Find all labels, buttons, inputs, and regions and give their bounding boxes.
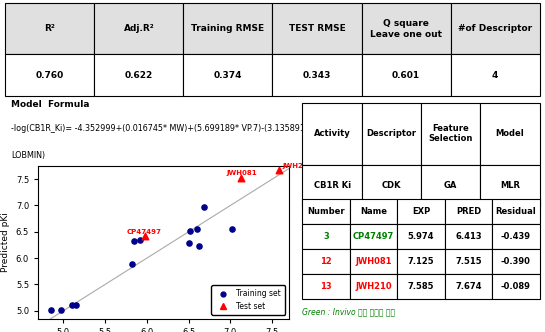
Training set — [130, 239, 138, 244]
Training set — [199, 204, 208, 209]
Training set — [71, 302, 80, 307]
Test set — [237, 176, 245, 181]
Training set — [194, 243, 203, 249]
Y-axis label: Predicted pKi: Predicted pKi — [1, 212, 10, 272]
Training set — [56, 307, 65, 312]
Text: LOBMIN): LOBMIN) — [11, 151, 45, 160]
Legend: Training set, Test set: Training set, Test set — [211, 286, 285, 315]
Training set — [228, 226, 237, 232]
Test set — [275, 167, 283, 173]
Text: Green : Invivo 약물 의존성 없음: Green : Invivo 약물 의존성 없음 — [302, 308, 396, 317]
Training set — [192, 226, 201, 232]
Text: JWH081: JWH081 — [227, 170, 257, 176]
Training set — [128, 262, 136, 267]
Text: CP47497: CP47497 — [126, 229, 161, 235]
Training set — [46, 307, 55, 312]
Test set — [140, 234, 149, 239]
Text: -log(CB1R_Ki)= -4.352999+(0.016745* MW)+(5.699189* VP.7)-(3.135891* LOBMAX)+(2.7: -log(CB1R_Ki)= -4.352999+(0.016745* MW)+… — [11, 124, 400, 132]
Training set — [136, 237, 144, 242]
Training set — [184, 241, 193, 246]
Training set — [186, 228, 195, 233]
Training set — [68, 302, 77, 307]
Text: JWH210: JWH210 — [282, 163, 313, 169]
Text: Model  Formula: Model Formula — [11, 100, 89, 109]
